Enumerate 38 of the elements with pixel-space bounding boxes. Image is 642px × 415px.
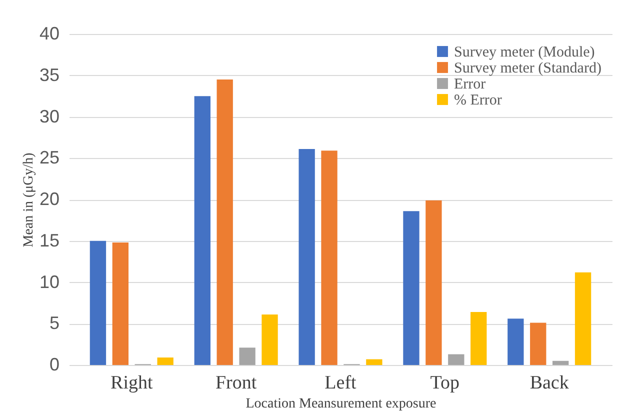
y-tick-label: 15 [39,230,60,250]
bar [298,149,315,365]
bar [262,314,278,365]
legend-label: % Error [454,92,502,108]
bar [530,322,546,365]
y-tick-label: 25 [39,148,60,168]
x-tick-label: Left [324,372,358,394]
y-tick-label: 20 [39,189,60,209]
bar [216,80,233,365]
bar [426,200,442,365]
y-tick-label: 30 [39,106,60,126]
legend-label: Error [454,76,486,92]
y-tick-label: 5 [49,313,60,334]
bar [321,150,338,365]
legend-label: Survey meter (Module) [454,44,595,60]
y-axis-title: Mean in (μGy/h) [21,152,36,248]
bar [508,318,524,365]
bar [239,348,256,365]
x-axis-title: Location Meansurement exposure [246,396,436,412]
y-tick-label: 40 [39,24,60,44]
y-tick-label: 35 [39,64,60,85]
bar [194,96,210,365]
bar [574,272,592,365]
bar [112,242,129,365]
bar [552,360,569,365]
y-tick-label: 0 [49,354,60,374]
bar [470,312,487,365]
bar [403,211,420,365]
bar [448,354,464,365]
x-tick-label: Back [530,372,570,394]
bar [366,359,382,365]
bar [157,358,174,365]
y-tick-label: 10 [39,272,60,292]
legend-label: Survey meter (Standard) [454,60,602,76]
x-tick-label: Front [215,372,258,394]
x-tick-label: Right [110,372,154,394]
x-tick-label: Top [430,372,460,394]
bar [90,240,106,365]
